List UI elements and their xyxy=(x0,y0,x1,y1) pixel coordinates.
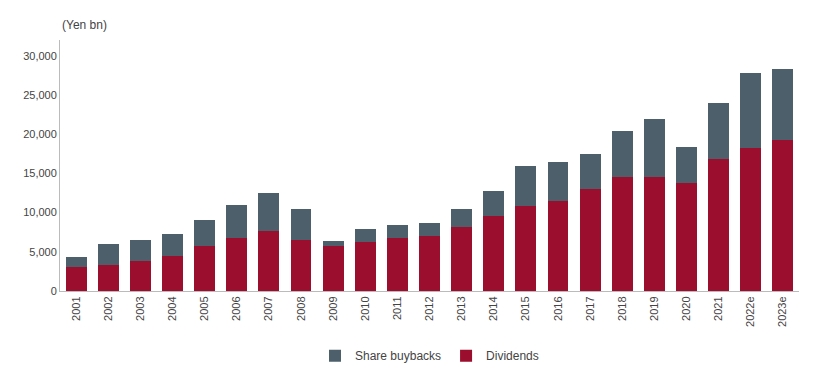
svg-text:2007: 2007 xyxy=(262,296,274,320)
svg-text:2017: 2017 xyxy=(584,296,596,320)
svg-text:2021: 2021 xyxy=(712,296,724,320)
svg-text:2019: 2019 xyxy=(648,296,660,320)
svg-text:2014: 2014 xyxy=(487,296,499,320)
svg-text:2001: 2001 xyxy=(70,296,82,320)
svg-text:2006: 2006 xyxy=(230,296,242,320)
svg-text:2003: 2003 xyxy=(134,296,146,320)
svg-text:Share buybacks: Share buybacks xyxy=(355,349,441,363)
svg-text:2013: 2013 xyxy=(455,296,467,320)
svg-text:2009: 2009 xyxy=(327,296,339,320)
svg-text:2004: 2004 xyxy=(166,296,178,320)
svg-text:20,000: 20,000 xyxy=(23,128,57,140)
svg-text:2023e: 2023e xyxy=(777,296,789,327)
svg-text:(Yen bn): (Yen bn) xyxy=(62,18,107,32)
svg-text:10,000: 10,000 xyxy=(23,206,57,218)
svg-text:2018: 2018 xyxy=(616,296,628,320)
svg-text:2016: 2016 xyxy=(552,296,564,320)
svg-text:2010: 2010 xyxy=(359,296,371,320)
svg-text:2011: 2011 xyxy=(391,296,403,320)
svg-text:25,000: 25,000 xyxy=(23,89,57,101)
svg-text:2002: 2002 xyxy=(102,296,114,320)
svg-text:Dividends: Dividends xyxy=(486,349,539,363)
svg-text:30,000: 30,000 xyxy=(23,50,57,62)
svg-text:5,000: 5,000 xyxy=(29,246,57,258)
svg-text:0: 0 xyxy=(51,285,57,297)
svg-text:2008: 2008 xyxy=(295,296,307,320)
svg-text:2020: 2020 xyxy=(680,296,692,320)
svg-text:15,000: 15,000 xyxy=(23,167,57,179)
svg-text:2012: 2012 xyxy=(423,296,435,320)
svg-text:2022e: 2022e xyxy=(744,296,756,327)
svg-text:2015: 2015 xyxy=(519,296,531,320)
svg-text:2005: 2005 xyxy=(198,296,210,320)
